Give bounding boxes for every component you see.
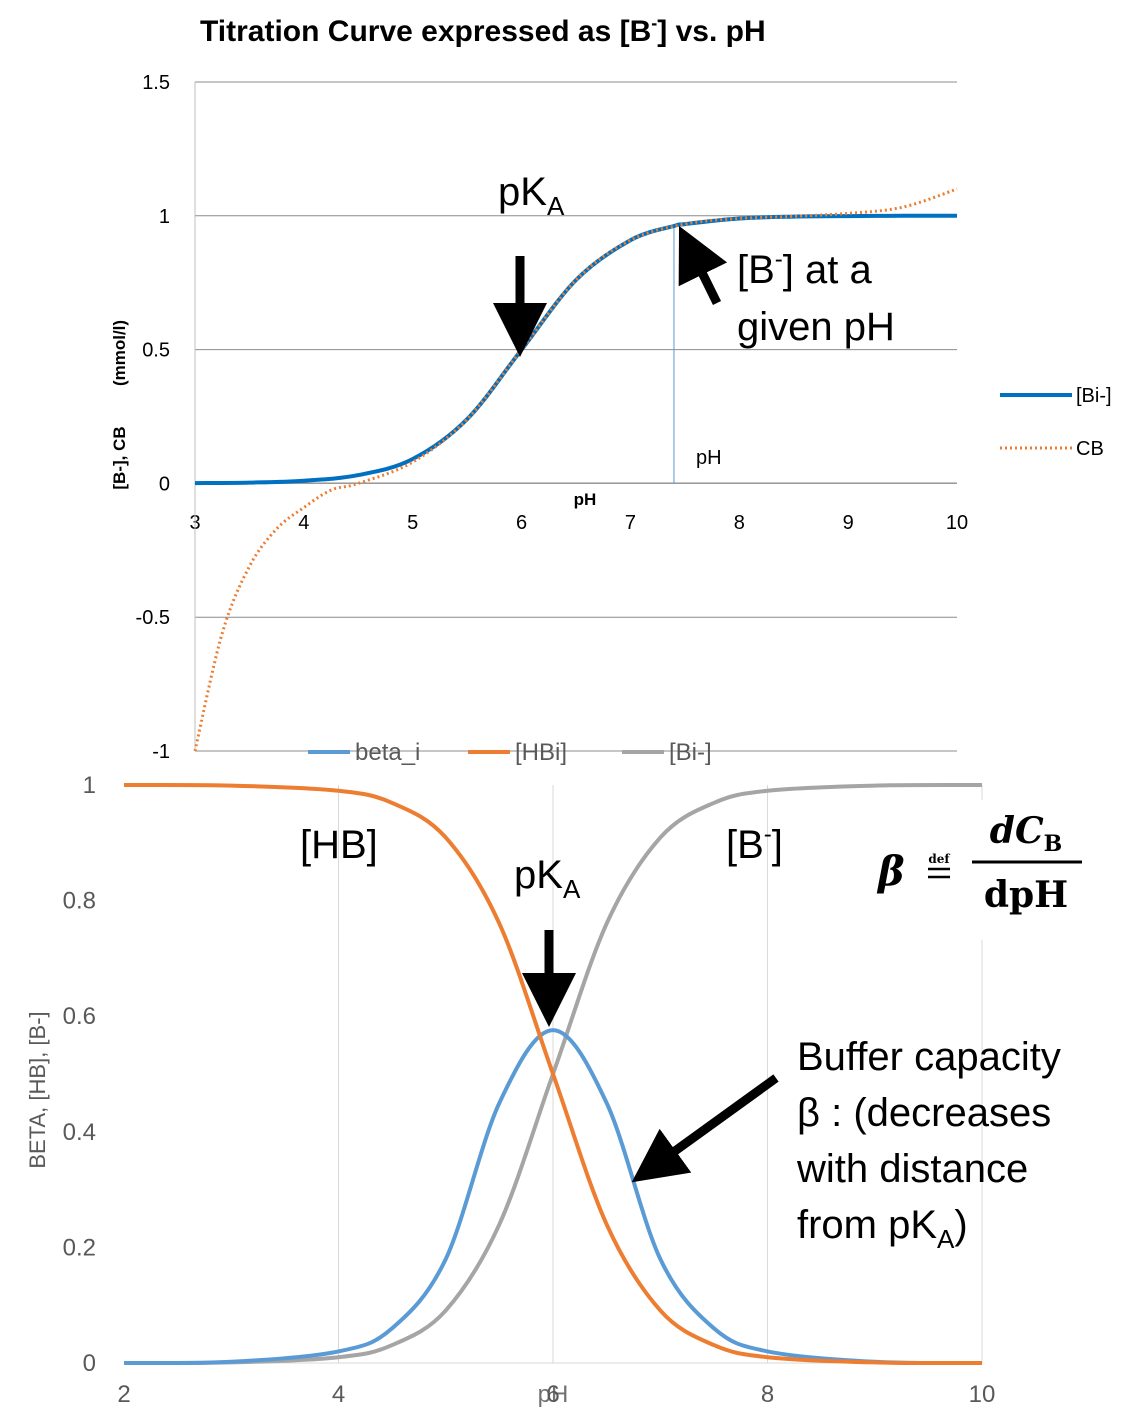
top-x-tick-label: 6 [516, 512, 527, 534]
bottom-pka-subscript: A [563, 874, 581, 904]
top-x-tick-label: 10 [946, 512, 968, 534]
bottom-series-line-hbi [123, 782, 983, 1366]
legend-label-bi-gray: [Bi-] [669, 739, 712, 766]
bottom-y-tick-label: 0.4 [63, 1119, 96, 1146]
buffer-line4-subscript: A [937, 1224, 955, 1254]
bottom-x-tick-label: 4 [332, 1381, 345, 1408]
b-at-ph-bracket: [B [737, 248, 775, 292]
bottom-x-tick-label: 6 [546, 1381, 559, 1408]
top-x-tick-label: 4 [298, 512, 309, 534]
bottom-x-tick-label: 10 [969, 1381, 996, 1408]
bottom-x-tick-labels: 2 4 6 8 10 [117, 1381, 995, 1408]
top-y-tick-label: 0.5 [142, 340, 170, 362]
hb-label: [HB] [300, 823, 378, 867]
bottom-x-axis-label: pH [538, 1381, 569, 1408]
top-y-tick-label: 1.5 [142, 72, 170, 94]
legend-label-bi: [Bi-] [1076, 385, 1112, 407]
bottom-pka-text: pK [514, 853, 563, 897]
legend-label-hbi: [HBi] [515, 739, 567, 766]
top-pka-text: pK [498, 170, 547, 214]
chart-title: Titration Curve expressed as [B-] vs. pH [200, 13, 766, 48]
chart-title-tail: ] vs. pH [657, 15, 765, 48]
b-at-ph-label-line2: given pH [737, 305, 895, 349]
bottom-y-tick-label: 0.6 [63, 1003, 96, 1030]
bottom-legend: beta_i [HBi] [Bi-] [308, 739, 712, 766]
formula-background [862, 800, 1102, 940]
formula-numerator: dCB [990, 810, 1062, 857]
formula-def-label: def [928, 852, 950, 866]
top-x-tick-label: 7 [625, 512, 636, 534]
top-pka-label: pKA [498, 170, 565, 221]
beta-formula: β def dCB dpH [862, 800, 1102, 940]
distribution-chart: 0 0.2 0.4 0.6 0.8 1 2 4 6 8 10 BETA, [HB], [B-] b… [25, 739, 1102, 1408]
bottom-y-tick-label: 0 [83, 1350, 96, 1377]
top-series-lines [193, 187, 958, 752]
top-series-line-cb [193, 187, 958, 752]
top-y-tick-label: 0 [159, 473, 170, 495]
top-x-tick-label: 9 [843, 512, 854, 534]
top-y-tick-label: 1 [159, 206, 170, 228]
b-at-ph-label-line1: [B-] at a [737, 246, 872, 292]
top-y-tick-label: -0.5 [136, 607, 170, 629]
bottom-series-lines [123, 782, 983, 1366]
buffer-capacity-arrow [631, 1074, 779, 1183]
top-pka-subscript: A [547, 191, 565, 221]
ph-marker-label: pH [696, 447, 722, 469]
bottom-y-axis-label: BETA, [HB], [B-] [25, 1011, 50, 1168]
top-legend: [Bi-] CB [1000, 385, 1112, 460]
top-gridlines [195, 81, 957, 752]
buffer-capacity-line1: Buffer capacity [797, 1035, 1061, 1079]
b-at-ph-tail: ] at a [783, 248, 873, 292]
top-x-tick-labels: 3 4 5 6 7 8 9 10 [189, 512, 968, 534]
b-at-ph-arrow [678, 225, 728, 305]
b-minus-bracket: [B [726, 823, 764, 867]
buffer-capacity-line2: β : (decreases [797, 1091, 1051, 1135]
bottom-y-tick-labels: 0 0.2 0.4 0.6 0.8 1 [63, 772, 96, 1377]
top-y-axis-label-units: (mmol/l) [110, 320, 129, 386]
buffer-line4-tail: ) [954, 1203, 967, 1247]
formula-beta-symbol: β [876, 848, 905, 895]
top-y-tick-labels: -1 -0.5 0 0.5 1 1.5 [136, 72, 170, 763]
bottom-y-tick-label: 1 [83, 772, 96, 799]
b-minus-superscript: - [764, 821, 772, 848]
top-y-axis-label: [B-], CB [110, 426, 129, 489]
titration-chart: Titration Curve expressed as [B-] vs. pH… [110, 13, 1112, 763]
bottom-y-tick-label: 0.2 [63, 1234, 96, 1261]
top-y-tick-label: -1 [152, 741, 170, 763]
chart-title-main: Titration Curve expressed as [B [200, 15, 651, 48]
buffer-capacity-line3: with distance [796, 1147, 1028, 1191]
legend-label-beta: beta_i [355, 739, 420, 766]
top-x-tick-label: 8 [734, 512, 745, 534]
top-x-axis-label: pH [574, 490, 597, 509]
buffer-capacity-line4: from pKA) [797, 1203, 968, 1254]
formula-denominator: dpH [984, 874, 1068, 916]
bottom-y-tick-label: 0.8 [63, 888, 96, 915]
legend-label-cb: CB [1076, 438, 1104, 460]
chart-title-superscript: - [651, 13, 657, 33]
bottom-x-tick-label: 8 [761, 1381, 774, 1408]
top-x-tick-label: 5 [407, 512, 418, 534]
b-minus-label: [B-] [726, 821, 783, 867]
formula-numerator-main: dC [990, 810, 1044, 852]
b-at-ph-superscript: - [775, 246, 783, 273]
formula-numerator-sub: B [1044, 831, 1063, 857]
bottom-pka-label: pKA [514, 853, 581, 904]
b-minus-tail: ] [772, 823, 783, 867]
bottom-x-tick-label: 2 [117, 1381, 130, 1408]
buffer-line4-text: from pK [797, 1203, 937, 1247]
bottom-series-line-beta [123, 1028, 983, 1366]
